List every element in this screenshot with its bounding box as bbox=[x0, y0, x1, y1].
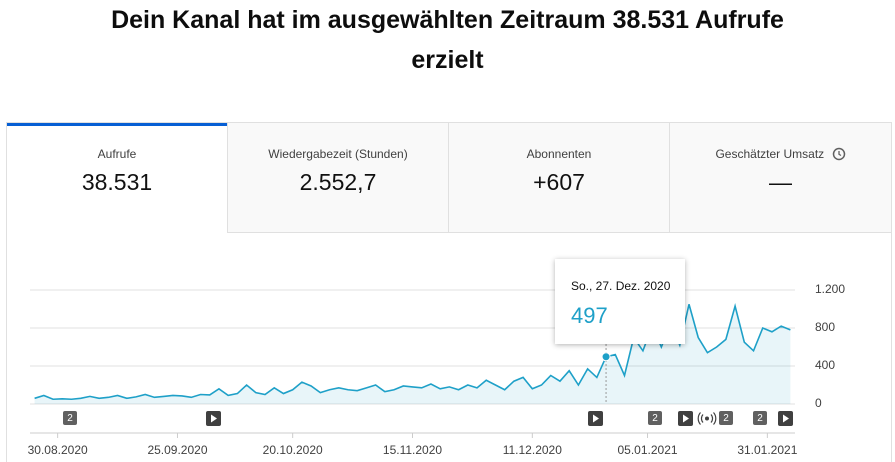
play-icon[interactable] bbox=[678, 411, 693, 426]
x-tick-label: 15.11.2020 bbox=[383, 443, 442, 457]
event-marker[interactable]: 2 bbox=[63, 411, 77, 425]
tab-value: 2.552,7 bbox=[299, 169, 377, 195]
tab-label: Wiedergabezeit (Stunden) bbox=[268, 147, 408, 161]
analytics-card: Aufrufe 38.531 Wiedergabezeit (Stunden) … bbox=[6, 122, 892, 462]
marker-count: 2 bbox=[67, 413, 73, 424]
marker-box bbox=[63, 411, 77, 425]
marker-count: 2 bbox=[723, 413, 729, 424]
metric-tab[interactable]: Geschätzter Umsatz — bbox=[669, 123, 891, 233]
x-tick-label: 25.09.2020 bbox=[147, 443, 207, 457]
tab-value: +607 bbox=[533, 169, 585, 195]
metric-tab[interactable]: Aufrufe 38.531 bbox=[7, 123, 227, 233]
tooltip-date: So., 27. Dez. 2020 bbox=[571, 279, 671, 293]
y-tick-label: 0 bbox=[815, 396, 822, 410]
y-tick-label: 400 bbox=[815, 358, 835, 372]
marker-box bbox=[719, 411, 733, 425]
marker-count: 2 bbox=[757, 413, 763, 424]
metric-tab[interactable]: Wiedergabezeit (Stunden) 2.552,7 bbox=[227, 123, 448, 233]
play-icon[interactable] bbox=[778, 411, 793, 426]
tab-value: 38.531 bbox=[81, 169, 153, 195]
metric-tab[interactable]: Abonnenten +607 bbox=[448, 123, 669, 233]
tooltip-value: 497 bbox=[571, 303, 608, 328]
live-icon[interactable] bbox=[697, 412, 717, 425]
tab-label: Geschätzter Umsatz bbox=[715, 147, 825, 161]
tab-label: Abonnenten bbox=[526, 147, 592, 161]
x-tick-label: 11.12.2020 bbox=[503, 443, 562, 457]
page-title: Dein Kanal hat im ausgewählten Zeitraum … bbox=[111, 6, 784, 34]
marker-box bbox=[753, 411, 767, 425]
event-marker[interactable]: 2 bbox=[648, 411, 662, 425]
y-tick-label: 1.200 bbox=[815, 282, 845, 296]
event-marker[interactable]: 2 bbox=[719, 411, 733, 425]
play-icon[interactable] bbox=[206, 411, 221, 426]
area bbox=[34, 304, 791, 404]
x-tick-label: 31.01.2021 bbox=[737, 443, 797, 457]
x-tick-label: 05.01.2021 bbox=[617, 443, 677, 457]
event-marker[interactable]: 2 bbox=[753, 411, 767, 425]
tab-value: — bbox=[769, 169, 792, 195]
hover-point bbox=[601, 352, 611, 362]
tab-label-row: Geschätzter Umsatz bbox=[670, 147, 891, 161]
clock-icon bbox=[832, 147, 845, 161]
y-tick-label: 800 bbox=[815, 320, 835, 334]
page-title: erzielt bbox=[411, 46, 484, 74]
marker-count: 2 bbox=[652, 413, 658, 424]
play-icon[interactable] bbox=[588, 411, 603, 426]
tab-label: Aufrufe bbox=[97, 147, 137, 161]
x-tick-label: 20.10.2020 bbox=[263, 443, 323, 457]
marker-box bbox=[648, 411, 662, 425]
x-tick-label: 30.08.2020 bbox=[28, 443, 88, 457]
tooltip: So., 27. Dez. 2020 497 bbox=[555, 259, 685, 344]
